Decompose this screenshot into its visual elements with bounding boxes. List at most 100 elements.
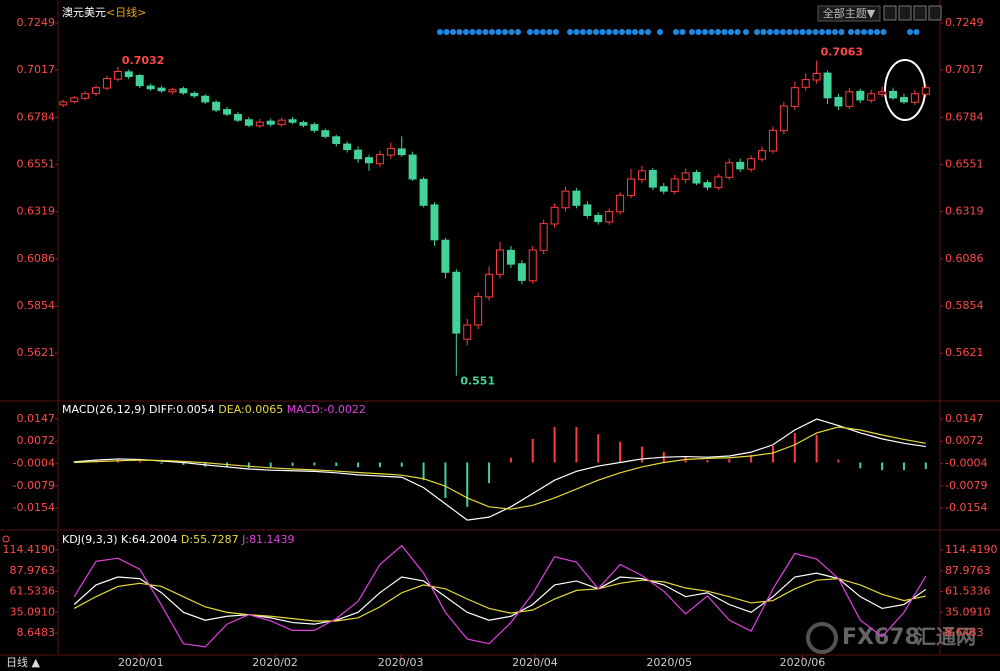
tool-button[interactable] — [883, 5, 897, 21]
y-tick-label: 0.6551 — [17, 158, 56, 171]
theme-button[interactable] — [817, 5, 881, 22]
signal-dot — [689, 29, 695, 35]
candle-body — [572, 190, 581, 206]
y-tick-label-right: -0.0154 — [945, 501, 987, 514]
candle-body — [179, 88, 188, 94]
candle-body — [168, 89, 177, 93]
y-tick-label-right: -0.0079 — [945, 479, 987, 492]
y-tick-label-right: 0.6784 — [945, 110, 984, 123]
y-tick-label: -0.0004 — [13, 457, 55, 470]
theme-button-label[interactable]: 全部主题▼ — [823, 6, 876, 20]
candle-body — [375, 154, 384, 165]
legend-name: K: — [121, 533, 132, 546]
candle-body — [201, 95, 210, 103]
legend-value: 81.1439 — [249, 533, 295, 546]
legend-value: 64.2004 — [132, 533, 178, 546]
candle-body — [266, 120, 275, 125]
y-tick-label: 35.0910 — [10, 605, 56, 618]
signal-dot — [632, 29, 638, 35]
candle-body — [758, 150, 767, 160]
period-label[interactable]: 日线 ▲ — [6, 655, 40, 669]
legend-name: DEA: — [218, 403, 244, 416]
indicator-line — [73, 578, 926, 622]
y-tick-label-right: 0.5854 — [945, 299, 984, 312]
tool-button[interactable] — [913, 5, 927, 21]
signal-dot — [913, 29, 920, 35]
y-tick-label: 61.5336 — [10, 585, 56, 598]
candle-body — [616, 194, 625, 213]
toolbar — [883, 5, 942, 21]
signal-dot — [443, 29, 450, 35]
candle-body — [485, 273, 494, 298]
indicator-label: KDJ(9,3,3) — [62, 533, 118, 546]
candle-body — [113, 70, 122, 80]
y-tick-label-right: 0.6086 — [945, 252, 984, 265]
legend-name: DIFF: — [149, 403, 176, 416]
y-tick-label-right: 0.6551 — [945, 158, 984, 171]
y-tick-label-right: 8.6483 — [945, 626, 984, 639]
signal-dot — [573, 29, 580, 35]
signal-dot — [880, 29, 887, 35]
y-tick-label-right: 0.6319 — [945, 205, 984, 218]
y-tick-label-right: 0.0072 — [945, 434, 984, 447]
x-tick-label: 2020/01 — [118, 656, 164, 669]
candle-body — [59, 101, 68, 106]
candle-body — [223, 109, 232, 115]
signal-dot — [619, 29, 625, 35]
signal-dot — [533, 29, 540, 35]
legend-value: 0.0065 — [245, 403, 284, 416]
candle-body — [354, 149, 363, 160]
tool-button[interactable] — [928, 5, 942, 21]
candle-body — [496, 249, 504, 275]
signal-dot — [715, 29, 721, 35]
signal-dot — [825, 29, 832, 35]
candle-body — [277, 119, 286, 126]
signal-dot — [907, 29, 913, 35]
signal-dot — [612, 29, 619, 35]
candle-body — [463, 324, 472, 340]
panel-icon[interactable] — [2, 535, 10, 543]
candle-body — [790, 87, 799, 107]
signal-dot — [799, 29, 806, 35]
signal-dot — [540, 29, 546, 35]
signal-dot — [708, 29, 715, 35]
symbol: 澳元美元<日线> — [62, 5, 146, 19]
signal-dot — [502, 29, 508, 35]
low-label: 0.551 — [460, 375, 495, 388]
signal-dot — [495, 29, 502, 35]
candle-body — [856, 90, 865, 101]
signal-dot — [476, 29, 482, 35]
x-tick-label: 2020/06 — [780, 656, 826, 669]
indicator-line — [74, 426, 926, 510]
y-tick-label: 0.6086 — [17, 252, 56, 265]
signal-dot — [793, 29, 799, 35]
legend-value: -0.0022 — [323, 403, 365, 416]
signal-dot — [832, 29, 838, 35]
signal-dot — [760, 29, 767, 35]
candle-body — [910, 93, 919, 103]
y-tick-label-right: 0.7017 — [945, 63, 984, 76]
y-tick-label: 0.0147 — [17, 412, 56, 425]
x-tick-label: 2020/05 — [646, 656, 692, 669]
candle-body — [70, 97, 79, 102]
y-tick-label: 0.7249 — [17, 16, 56, 29]
indicator-line — [73, 572, 927, 625]
candle-body — [102, 78, 111, 89]
candle-body — [703, 182, 712, 188]
signal-dot — [786, 29, 793, 35]
signal-dot — [599, 29, 606, 35]
y-tick-label: 0.6319 — [17, 205, 56, 218]
legend-value: 0.0054 — [176, 403, 215, 416]
tool-button[interactable] — [898, 5, 912, 21]
candle-body — [561, 190, 570, 209]
candle-body — [397, 148, 406, 156]
candle-body — [386, 148, 395, 156]
candle-body — [812, 73, 821, 81]
x-tick-label: 2020/02 — [252, 656, 298, 669]
candle-body — [441, 239, 450, 273]
period: <日线> — [106, 5, 146, 19]
candle-body — [517, 263, 526, 281]
signal-dot — [854, 29, 861, 35]
candle-body — [452, 271, 461, 334]
